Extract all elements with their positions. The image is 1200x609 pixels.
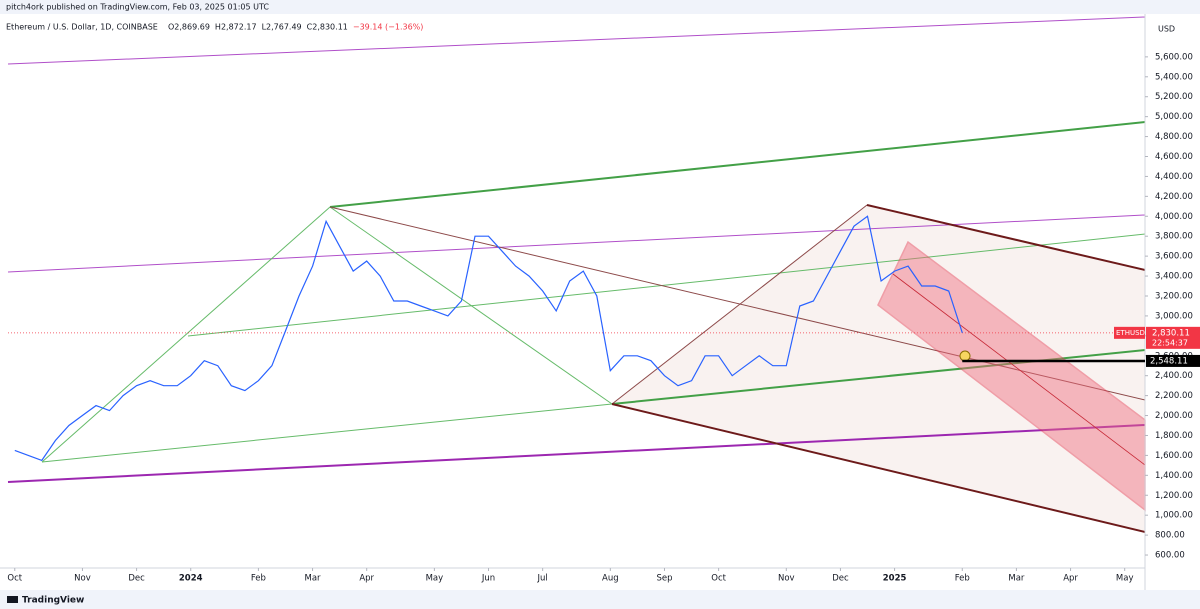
x-tick-label: Dec [832,574,849,584]
trendline [7,214,1146,273]
x-tick-label: 2025 [883,574,907,584]
trendline [866,204,1146,271]
chart-title: Ethereum / U.S. Dollar, 1D, COINBASE [6,23,158,32]
x-tick-label: Sep [656,574,672,584]
x-tick-label: Nov [74,574,91,584]
y-tick-label: 800.00 [1155,531,1185,541]
trendline [611,349,1146,405]
x-tick-label: Oct [7,574,22,584]
y-tick-label: 4,800.00 [1155,132,1193,142]
trendline [41,403,613,463]
quote-value: H2,872.17 [215,23,257,32]
y-tick-label: 4,600.00 [1155,152,1193,162]
x-tick-label: May [1116,574,1134,584]
trendline [329,206,1146,401]
x-tick-label: May [426,574,444,584]
quote-value: −39.14 (−1.36%) [353,23,424,32]
price-line [14,215,963,462]
y-tick-label: 3,400.00 [1155,272,1193,282]
x-tick-label: Aug [602,574,619,584]
trendline [41,206,331,463]
last-price-label: 2,830.11 [1152,328,1190,338]
y-tick-label: 4,400.00 [1155,172,1193,182]
x-tick-label: Dec [128,574,145,584]
level-label: 2,548.11 [1150,356,1188,366]
trendline [611,403,1146,533]
x-tick-label: Jun [481,574,495,584]
x-tick-label: Feb [251,574,266,584]
trendline [7,16,1146,65]
y-tick-label: 1,600.00 [1155,451,1193,461]
y-tick-label: 2,400.00 [1155,371,1193,381]
drawings [7,16,1146,533]
symbol-label: ETHUSD [1116,329,1145,337]
y-tick-label: 1,200.00 [1155,491,1193,501]
countdown: 22:54:37 [1152,338,1188,347]
publisher: pitch4ork published on TradingView.com, … [6,3,269,12]
y-tick-label: 3,200.00 [1155,291,1193,301]
y-tick-label: 1,000.00 [1155,511,1193,521]
y-tick-label: 3,000.00 [1155,311,1193,321]
y-tick-label: 5,200.00 [1155,92,1193,102]
quote-value: O2,869.69 [168,23,210,32]
currency: USD [1158,25,1175,34]
y-tick-label: 5,400.00 [1155,72,1193,82]
x-tick-label: Nov [778,574,795,584]
trendline [329,121,1146,208]
y-tick-label: 4,200.00 [1155,192,1193,202]
trendline [611,204,868,405]
y-tick-label: 600.00 [1155,551,1185,561]
y-tick-label: 1,400.00 [1155,471,1193,481]
x-tick-label: Apr [359,574,374,584]
y-tick-label: 2,000.00 [1155,411,1193,421]
header-bar [0,0,1200,14]
y-tick-label: 5,000.00 [1155,112,1193,122]
x-tick-label: Feb [955,574,970,584]
brand-logo [7,596,18,603]
y-tick-label: 3,600.00 [1155,252,1193,262]
y-tick-label: 4,000.00 [1155,212,1193,222]
marker [959,350,971,362]
trendline [7,424,1146,483]
x-tick-label: Jul [537,574,548,584]
quote-value: L2,767.49 [262,23,302,32]
brand: TradingView [22,596,84,606]
x-tick-label: Oct [711,574,726,584]
pitchfork-zone [612,205,1145,532]
x-tick-label: Mar [1008,574,1025,584]
y-tick-label: 5,600.00 [1155,52,1193,62]
symbol-box [1114,326,1145,339]
x-tick-label: Apr [1063,574,1078,584]
quote-value: C2,830.11 [307,23,348,32]
trendline [329,206,613,405]
y-tick-label: 3,800.00 [1155,232,1193,242]
footer-bar [0,590,1200,609]
x-tick-label: 2024 [179,574,203,584]
trendline [187,233,1146,337]
level-label-box [1146,354,1200,367]
x-tick-label: Mar [305,574,322,584]
channel-midline [892,273,1146,466]
y-tick-label: 1,800.00 [1155,431,1193,441]
last-price-box [1146,326,1200,349]
y-tick-label: 2,200.00 [1155,391,1193,401]
